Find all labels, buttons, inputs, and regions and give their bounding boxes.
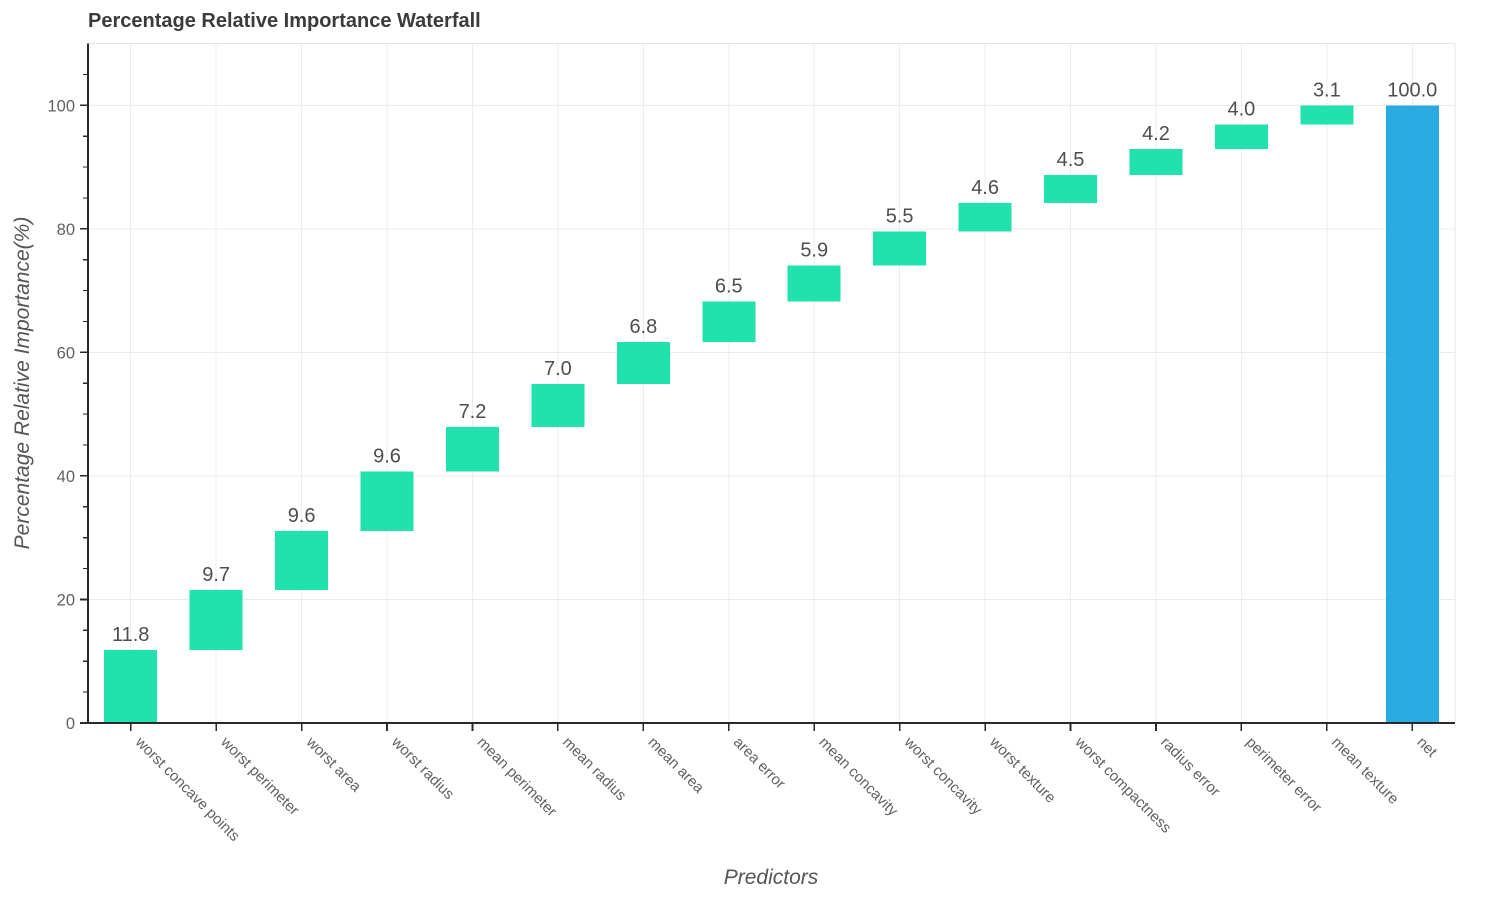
y-tick-label: 0 [66, 715, 75, 733]
bar-value-label: 11.8 [112, 624, 149, 646]
bar-value-label: 6.8 [629, 316, 657, 338]
waterfall-bar[interactable] [360, 471, 414, 531]
waterfall-bar[interactable] [787, 265, 841, 302]
bar-value-label: 7.0 [544, 358, 572, 380]
x-tick-label: net [1413, 734, 1440, 761]
x-tick-label: mean radius [559, 734, 629, 804]
x-tick-label: worst perimeter [217, 733, 303, 819]
bar-value-label: 100.0 [1387, 79, 1437, 101]
waterfall-bar[interactable] [531, 383, 585, 428]
bar-value-label: 4.2 [1142, 123, 1170, 145]
waterfall-bar[interactable] [1129, 149, 1183, 176]
waterfall-bar[interactable] [1214, 124, 1268, 150]
waterfall-bar[interactable] [104, 650, 158, 723]
y-tick-label: 80 [57, 221, 75, 239]
x-tick-label: mean area [645, 734, 708, 797]
bar-value-label: 4.5 [1057, 149, 1085, 171]
x-tick-label: mean texture [1328, 734, 1402, 808]
bar-value-label: 5.5 [886, 205, 914, 227]
x-tick-label: worst texture [986, 733, 1059, 806]
bar-value-label: 9.6 [373, 446, 401, 468]
chart-title: Percentage Relative Importance Waterfall [88, 10, 481, 32]
waterfall-bar[interactable] [445, 427, 499, 472]
waterfall-bar[interactable] [1385, 105, 1439, 724]
bar-value-label: 7.2 [459, 401, 487, 423]
x-tick-label: mean perimeter [474, 734, 560, 820]
x-tick-label: worst area [302, 733, 365, 796]
x-tick-label: worst compactness [1071, 733, 1175, 837]
waterfall-bar[interactable] [1300, 105, 1354, 125]
x-tick-label: worst radius [387, 733, 457, 803]
y-tick-label: 100 [47, 97, 75, 115]
x-axis-title: Predictors [723, 866, 819, 889]
x-tick-label: radius error [1157, 734, 1223, 800]
bar-value-label: 5.9 [800, 239, 828, 261]
waterfall-bar[interactable] [275, 530, 329, 591]
x-tick-label: worst concavity [900, 733, 986, 819]
y-tick-label: 40 [57, 468, 75, 486]
waterfall-bar[interactable] [873, 231, 927, 266]
bar-value-label: 4.6 [971, 177, 999, 199]
waterfall-bar[interactable] [958, 202, 1012, 232]
bar-value-label: 3.1 [1313, 79, 1341, 101]
waterfall-bar[interactable] [702, 301, 756, 342]
x-tick-label: perimeter error [1243, 734, 1325, 816]
x-tick-label: area error [730, 734, 789, 793]
x-tick-label: mean concavity [815, 734, 901, 820]
waterfall-bar[interactable] [189, 590, 243, 651]
waterfall-bar[interactable] [616, 341, 670, 384]
y-tick-label: 20 [57, 591, 75, 609]
waterfall-bar[interactable] [1044, 175, 1098, 203]
bar-value-label: 9.7 [202, 564, 230, 586]
bar-value-label: 9.6 [288, 505, 316, 527]
bar-value-label: 6.5 [715, 276, 743, 298]
y-tick-label: 60 [57, 344, 75, 362]
bar-value-label: 4.0 [1228, 98, 1256, 120]
